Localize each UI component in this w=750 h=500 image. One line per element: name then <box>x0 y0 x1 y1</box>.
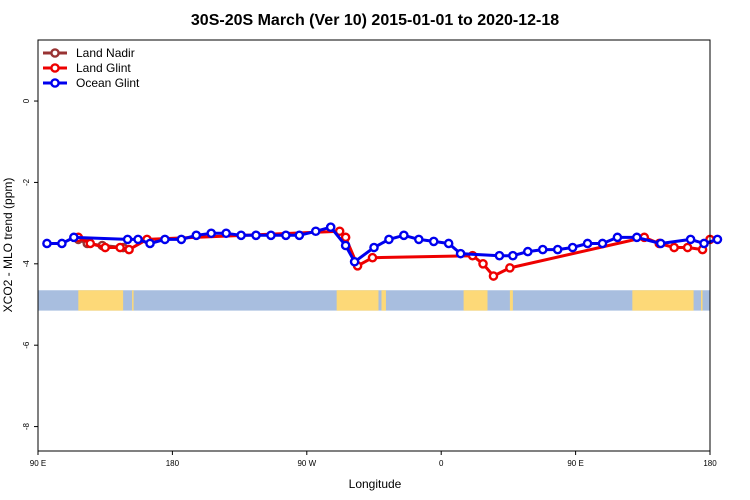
land-ocean-band <box>38 290 710 311</box>
y-axis: 0 -2 -4 -6 -8 <box>22 98 38 430</box>
data-point <box>221 228 231 239</box>
x-tick-label: 180 <box>166 459 180 468</box>
x-tick-label: 90 E <box>30 459 46 468</box>
data-point <box>413 234 424 245</box>
data-point <box>367 252 378 263</box>
data-point <box>428 236 439 247</box>
data-point <box>69 232 79 243</box>
data-point <box>100 242 110 253</box>
data-point <box>266 230 276 241</box>
data-point <box>508 250 518 261</box>
data-point <box>57 238 67 249</box>
land-mass-5 <box>509 290 513 311</box>
data-point <box>340 240 351 251</box>
data-point <box>160 234 170 245</box>
data-point <box>206 228 217 239</box>
legend-label: Ocean Glint <box>76 76 140 90</box>
data-point <box>42 238 52 249</box>
legend-swatch-marker <box>50 78 60 88</box>
data-point <box>655 238 666 249</box>
data-point <box>369 242 379 253</box>
data-point <box>537 244 548 255</box>
data-point <box>597 238 608 249</box>
legend-label: Land Glint <box>76 61 131 75</box>
data-point <box>340 232 351 243</box>
data-point <box>478 259 488 269</box>
data-point <box>443 238 454 249</box>
data-point <box>523 246 533 257</box>
data-point <box>251 230 261 241</box>
data-point <box>669 242 679 253</box>
data-point <box>384 234 394 245</box>
data-point <box>682 242 693 253</box>
x-tick-label: 180 <box>703 459 717 468</box>
data-point <box>567 242 578 253</box>
land-mass-1 <box>132 290 134 311</box>
data-point <box>582 238 593 249</box>
y-tick-label: -2 <box>22 178 31 186</box>
legend-item: Land Glint <box>43 61 131 75</box>
data-point <box>281 230 291 241</box>
data-point <box>236 230 246 241</box>
legend-swatch-marker <box>50 63 60 73</box>
x-tick-label: 90 W <box>297 459 316 468</box>
land-mass-6 <box>632 290 694 311</box>
x-tick-label: 0 <box>439 459 444 468</box>
chart-title: 30S-20S March (Ver 10) 2015-01-01 to 202… <box>191 12 559 29</box>
data-point <box>685 234 696 245</box>
land-mass-2 <box>336 290 379 311</box>
land-mass-7 <box>701 290 703 311</box>
data-point <box>122 234 133 245</box>
y-tick-label: 0 <box>22 98 31 103</box>
legend-swatch-marker <box>50 48 60 58</box>
data-point <box>552 244 563 255</box>
y-tick-label: -6 <box>22 341 31 349</box>
legend-item: Ocean Glint <box>43 76 140 90</box>
data-point <box>494 250 505 261</box>
data-point <box>334 226 345 237</box>
data-point <box>325 222 336 232</box>
land-mass-3 <box>381 290 386 311</box>
data-point <box>349 256 360 267</box>
data-point <box>310 226 321 237</box>
data-point <box>612 232 623 243</box>
data-point <box>115 242 125 253</box>
x-axis: 90 E 180 90 W 0 90 E 180 <box>30 451 717 468</box>
data-point <box>124 244 134 255</box>
data-point <box>632 232 642 243</box>
data-point <box>145 238 155 249</box>
data-point <box>488 271 499 281</box>
data-point <box>133 234 143 245</box>
data-point <box>191 230 202 241</box>
data-point <box>712 234 723 245</box>
data-point <box>85 238 96 249</box>
x-axis-label: Longitude <box>349 477 402 491</box>
data-point <box>294 230 305 241</box>
data-point <box>455 248 466 259</box>
legend-item: Land Nadir <box>43 46 135 60</box>
land-mass-0 <box>78 290 124 311</box>
data-point <box>505 263 515 273</box>
legend-label: Land Nadir <box>76 46 135 60</box>
data-point <box>699 238 709 249</box>
data-point <box>176 234 187 245</box>
y-tick-label: -8 <box>22 422 31 430</box>
land-mass-4 <box>463 290 488 311</box>
y-axis-label: XCO2 - MLO trend (ppm) <box>1 178 15 313</box>
data-point <box>399 230 409 241</box>
series-layer <box>42 222 723 281</box>
plot-frame <box>37 39 711 452</box>
series-ocean-glint <box>42 222 723 267</box>
x-tick-label: 90 E <box>567 459 583 468</box>
y-tick-label: -4 <box>22 260 31 268</box>
